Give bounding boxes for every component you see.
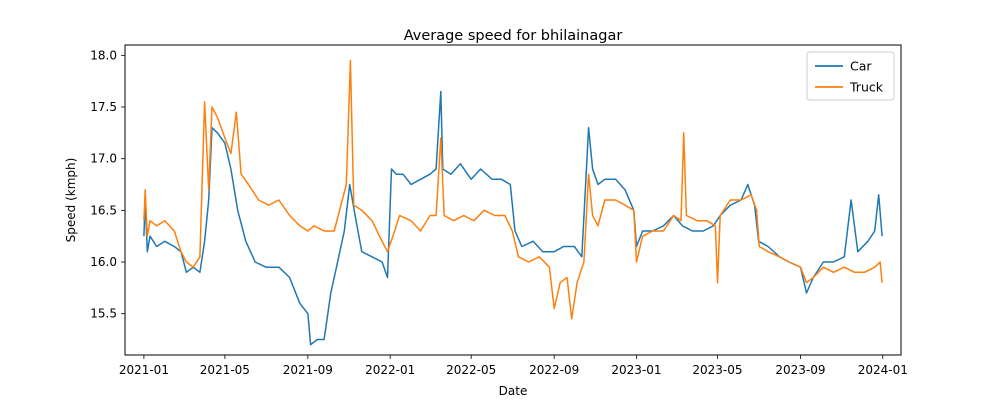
y-tick-label: 17.5 [90,100,117,114]
y-axis: 15.5 16.0 16.5 17.0 17.5 18.0 [90,48,125,321]
x-axis-label: Date [499,384,528,398]
plot-frame [124,44,902,356]
y-axis-label: Speed (kmph) [64,158,78,243]
series-line-truck [143,59,883,320]
x-tick-label: 2024-01 [858,363,908,377]
x-tick-label: 2022-05 [446,363,496,377]
y-tick-label: 18.0 [90,48,117,62]
x-tick-label: 2022-01 [365,363,415,377]
y-tick-label: 16.5 [90,203,117,217]
x-tick-label: 2021-09 [283,363,333,377]
x-tick-label: 2022-09 [529,363,579,377]
chart-title: Average speed for bhilainagar [404,28,623,44]
x-tick-label: 2023-09 [775,363,825,377]
plot-lines [143,59,883,346]
y-tick-label: 15.5 [90,307,117,321]
legend-label-car: Car [850,59,872,74]
y-tick-label: 16.0 [90,255,117,269]
x-tick-label: 2021-01 [119,363,169,377]
legend-box [806,51,895,101]
x-axis: 2021-01 2021-05 2021-09 2022-01 2022-05 2022-… [119,355,908,377]
x-tick-label: 2023-01 [611,363,661,377]
x-tick-label: 2021-05 [200,363,250,377]
legend: Car Truck [806,51,895,101]
x-tick-label: 2023-05 [692,363,742,377]
legend-label-truck: Truck [849,80,884,95]
y-tick-label: 17.0 [90,152,117,166]
